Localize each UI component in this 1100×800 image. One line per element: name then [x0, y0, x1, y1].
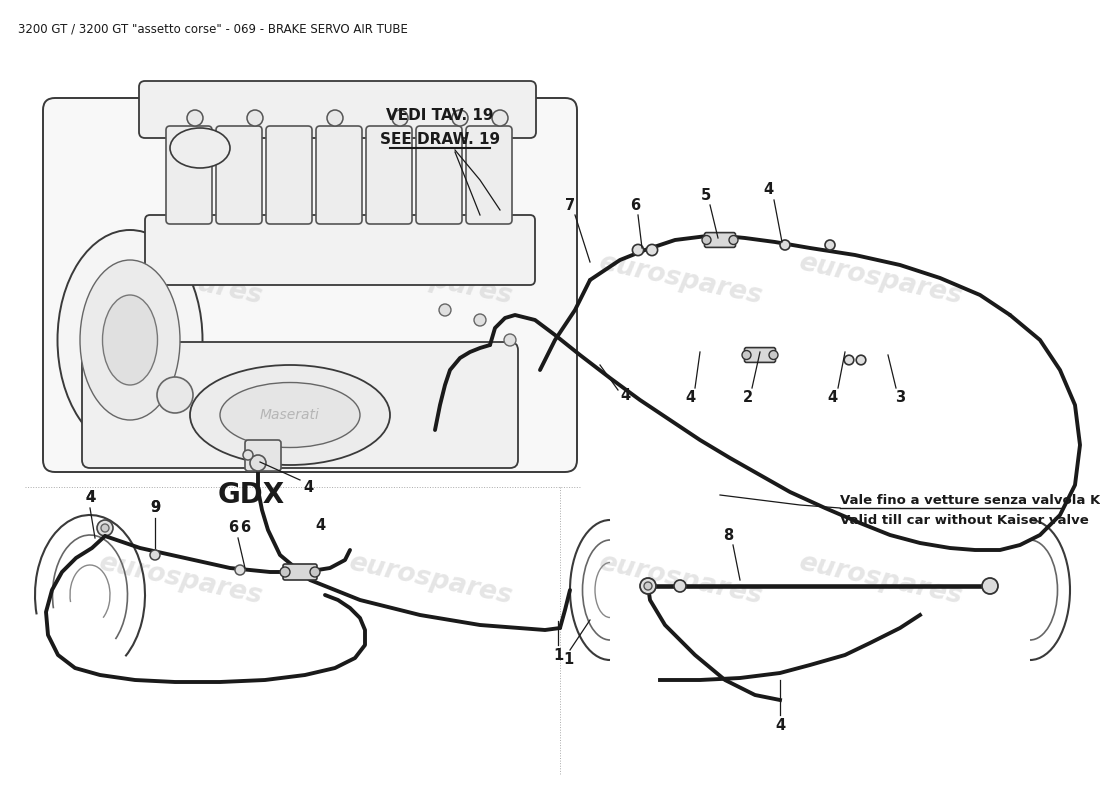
Text: eurospares: eurospares	[795, 250, 965, 310]
Text: 4: 4	[315, 518, 326, 533]
Circle shape	[844, 355, 854, 365]
Text: Valid till car without Kaiser valve: Valid till car without Kaiser valve	[840, 514, 1089, 526]
Circle shape	[157, 377, 192, 413]
Text: 4: 4	[85, 490, 95, 506]
Text: 4: 4	[827, 390, 837, 406]
Text: Maserati: Maserati	[260, 408, 320, 422]
Ellipse shape	[190, 365, 390, 465]
FancyBboxPatch shape	[266, 126, 312, 224]
Circle shape	[632, 245, 644, 256]
Text: 9: 9	[150, 501, 161, 515]
Text: 3: 3	[895, 390, 905, 406]
FancyBboxPatch shape	[366, 126, 412, 224]
Circle shape	[982, 578, 998, 594]
Text: Vale fino a vetture senza valvola Kaiser: Vale fino a vetture senza valvola Kaiser	[840, 494, 1100, 506]
FancyBboxPatch shape	[166, 126, 212, 224]
FancyBboxPatch shape	[416, 126, 462, 224]
Circle shape	[327, 110, 343, 126]
Text: 8: 8	[723, 527, 733, 542]
Text: 1: 1	[553, 647, 563, 662]
Circle shape	[825, 240, 835, 250]
Text: 7: 7	[565, 198, 575, 213]
Circle shape	[250, 455, 266, 471]
Circle shape	[243, 450, 253, 460]
Text: GDX: GDX	[218, 481, 285, 509]
Circle shape	[647, 245, 658, 256]
Text: eurospares: eurospares	[96, 250, 264, 310]
Text: eurospares: eurospares	[596, 250, 764, 310]
Text: eurospares: eurospares	[96, 550, 264, 610]
Circle shape	[702, 235, 711, 245]
Circle shape	[729, 235, 738, 245]
FancyBboxPatch shape	[139, 81, 536, 138]
Text: VEDI TAV. 19: VEDI TAV. 19	[386, 107, 494, 122]
Circle shape	[856, 355, 866, 365]
Text: 4: 4	[763, 182, 773, 198]
Circle shape	[439, 304, 451, 316]
Text: eurospares: eurospares	[596, 550, 764, 610]
Circle shape	[742, 350, 751, 359]
Circle shape	[644, 582, 652, 590]
Circle shape	[504, 334, 516, 346]
FancyBboxPatch shape	[216, 126, 262, 224]
Text: 6: 6	[228, 521, 238, 535]
Circle shape	[452, 110, 468, 126]
FancyBboxPatch shape	[745, 347, 776, 362]
Ellipse shape	[80, 260, 180, 420]
Circle shape	[492, 110, 508, 126]
Circle shape	[392, 110, 408, 126]
Circle shape	[780, 240, 790, 250]
Text: eurospares: eurospares	[345, 550, 515, 610]
Text: 4: 4	[302, 481, 313, 495]
Circle shape	[280, 567, 290, 577]
Text: 3200 GT / 3200 GT "assetto corse" - 069 - BRAKE SERVO AIR TUBE: 3200 GT / 3200 GT "assetto corse" - 069 …	[18, 22, 408, 35]
Circle shape	[248, 110, 263, 126]
Text: 6: 6	[630, 198, 640, 213]
Text: eurospares: eurospares	[345, 250, 515, 310]
Circle shape	[187, 110, 204, 126]
Circle shape	[474, 314, 486, 326]
FancyBboxPatch shape	[245, 440, 280, 471]
Circle shape	[310, 567, 320, 577]
Circle shape	[640, 578, 656, 594]
Circle shape	[235, 565, 245, 575]
Text: 4: 4	[620, 387, 630, 402]
Text: 4: 4	[774, 718, 785, 733]
Text: eurospares: eurospares	[795, 550, 965, 610]
Ellipse shape	[102, 295, 157, 385]
Circle shape	[769, 350, 778, 359]
Text: 6: 6	[240, 521, 250, 535]
FancyBboxPatch shape	[316, 126, 362, 224]
FancyBboxPatch shape	[145, 215, 535, 285]
FancyBboxPatch shape	[466, 126, 512, 224]
Circle shape	[101, 524, 109, 532]
Text: 1: 1	[563, 653, 573, 667]
FancyBboxPatch shape	[43, 98, 578, 472]
Circle shape	[97, 520, 113, 536]
FancyBboxPatch shape	[82, 342, 518, 468]
Text: 2: 2	[742, 390, 754, 406]
Ellipse shape	[220, 382, 360, 447]
Ellipse shape	[170, 128, 230, 168]
Text: 4: 4	[85, 490, 95, 506]
Circle shape	[150, 550, 160, 560]
FancyBboxPatch shape	[283, 564, 317, 580]
Text: 9: 9	[150, 501, 161, 515]
Text: 5: 5	[701, 187, 711, 202]
Circle shape	[674, 580, 686, 592]
Text: SEE DRAW. 19: SEE DRAW. 19	[379, 133, 500, 147]
Text: 4: 4	[685, 390, 695, 406]
Ellipse shape	[57, 230, 202, 450]
FancyBboxPatch shape	[704, 233, 736, 247]
